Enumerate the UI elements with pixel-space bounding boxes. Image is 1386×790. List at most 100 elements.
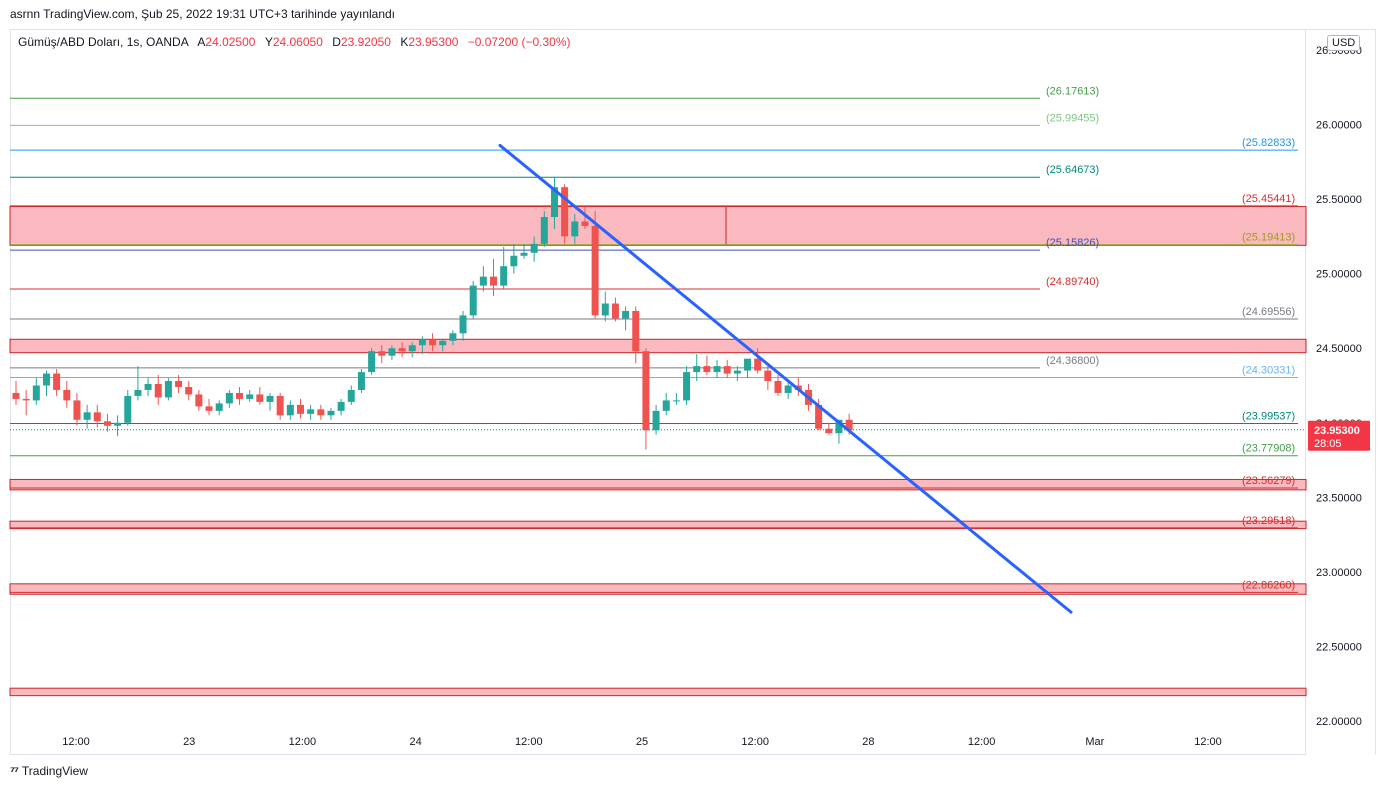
- candle: [723, 360, 731, 379]
- candle: [246, 389, 254, 402]
- candle: [459, 310, 467, 341]
- candle-body: [215, 403, 223, 411]
- candle: [154, 375, 162, 405]
- candle: [449, 330, 457, 346]
- candle-body: [662, 400, 670, 411]
- candle-body: [317, 409, 325, 416]
- candle: [22, 389, 30, 416]
- candle-body: [73, 400, 81, 420]
- currency-button[interactable]: USD: [1327, 35, 1361, 51]
- candle: [368, 348, 376, 376]
- candle-body: [276, 395, 284, 416]
- candle-body: [154, 384, 162, 398]
- candle-body: [845, 419, 853, 431]
- candle: [317, 404, 325, 420]
- candle-body: [550, 187, 558, 218]
- zone-rect: [9, 206, 1307, 246]
- candle-body: [236, 392, 244, 399]
- candle-body: [601, 303, 609, 316]
- low-value: 23.92050: [340, 35, 391, 49]
- candle-body: [490, 276, 498, 286]
- candle-body: [53, 373, 61, 390]
- level-label: (26.17613): [1046, 85, 1099, 97]
- candle-body: [225, 392, 233, 404]
- candle-body: [642, 351, 650, 431]
- chart-pane[interactable]: [10, 29, 1306, 755]
- candle-body: [103, 421, 111, 426]
- candle: [175, 375, 183, 393]
- symbol-legend: Gümüş/ABD Doları, 1s, OANDA A24.02500 Y2…: [18, 35, 570, 49]
- low-label: D: [332, 35, 341, 49]
- candle-body: [378, 351, 386, 356]
- last-price-badge: [1308, 420, 1370, 451]
- candle: [500, 246, 508, 289]
- candle: [42, 370, 50, 396]
- candle-body: [652, 410, 660, 431]
- candle-body: [388, 348, 396, 356]
- candle-body: [408, 345, 416, 352]
- candle-body: [42, 373, 50, 386]
- candle-body: [835, 419, 843, 434]
- candle-body: [144, 384, 152, 390]
- level-label: (23.77908): [1242, 443, 1295, 455]
- candle-body: [286, 404, 294, 416]
- candle: [114, 415, 122, 437]
- candle: [479, 266, 487, 292]
- candle: [611, 297, 619, 322]
- candle-body: [540, 217, 548, 244]
- level-label: (25.19413): [1242, 232, 1295, 244]
- candle-body: [347, 389, 355, 402]
- candle-body: [774, 381, 782, 393]
- footer-brand[interactable]: ⁷⁷ TradingView: [10, 764, 88, 778]
- candle-body: [114, 422, 122, 426]
- candle: [266, 392, 274, 411]
- candle: [53, 369, 61, 396]
- candle-body: [124, 395, 132, 423]
- candle: [439, 339, 447, 352]
- candle-body: [22, 398, 30, 401]
- candle-body: [530, 243, 538, 253]
- candle: [429, 333, 437, 352]
- candle: [530, 236, 538, 262]
- candle-body: [439, 340, 447, 346]
- x-axis-ticks: 12:00 23 12:00 24 12:00 25 12:00 28 12:00 Mar 12:0…: [62, 736, 1222, 748]
- candle: [134, 366, 142, 401]
- candle: [286, 400, 294, 420]
- candle: [632, 306, 640, 364]
- candle-body: [327, 410, 335, 416]
- candle: [63, 381, 71, 408]
- level-label: (24.36800): [1046, 355, 1099, 367]
- candle: [754, 348, 762, 374]
- candle: [510, 243, 518, 274]
- candle: [733, 366, 741, 382]
- published-info: asrnn TradingView.com, Şub 25, 2022 19:3…: [10, 7, 396, 21]
- symbol-name[interactable]: Gümüş/ABD Doları, 1s, OANDA: [18, 35, 189, 49]
- x-tick-label: 23: [183, 736, 195, 748]
- price-axis[interactable]: [1306, 29, 1376, 755]
- open-value: 24.02500: [205, 35, 256, 49]
- candle: [520, 243, 528, 259]
- candle: [774, 375, 782, 396]
- close-value: 23.95300: [408, 35, 459, 49]
- candle: [825, 422, 833, 435]
- level-label: (22.86260): [1242, 579, 1295, 591]
- zones-layer: [9, 206, 1307, 697]
- candle-body: [205, 406, 213, 411]
- candle: [622, 306, 630, 331]
- candle-body: [449, 333, 457, 341]
- candle: [581, 206, 589, 229]
- candle-body: [764, 370, 772, 382]
- candle-body: [683, 372, 691, 401]
- candle: [337, 398, 345, 416]
- candle-body: [825, 428, 833, 434]
- change-value: −0.07200 (−0.30%): [467, 35, 571, 49]
- candle: [185, 381, 193, 401]
- high-label: Y: [264, 35, 273, 49]
- candle: [73, 392, 81, 426]
- candle: [703, 355, 711, 376]
- y-tick-label: 26.00000: [1316, 120, 1362, 132]
- trendline-layer: [498, 143, 1073, 614]
- candle: [388, 345, 396, 361]
